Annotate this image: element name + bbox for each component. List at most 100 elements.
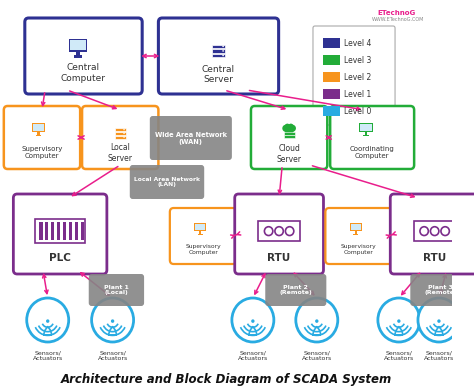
Bar	[322, 72, 340, 82]
FancyBboxPatch shape	[170, 208, 237, 264]
Bar	[75, 222, 78, 240]
Text: RTU: RTU	[267, 254, 291, 263]
Circle shape	[284, 125, 294, 134]
Bar	[212, 45, 225, 48]
Bar	[434, 334, 444, 336]
Text: Sensors/
Actuators: Sensors/ Actuators	[424, 350, 454, 361]
Circle shape	[123, 136, 125, 138]
Circle shape	[283, 125, 289, 132]
Text: Sensors/
Actuators: Sensors/ Actuators	[238, 350, 268, 361]
FancyBboxPatch shape	[390, 194, 474, 274]
FancyBboxPatch shape	[313, 26, 395, 125]
Text: Sensors/
Actuators: Sensors/ Actuators	[98, 350, 128, 361]
Text: Level 3: Level 3	[344, 56, 371, 65]
Bar	[57, 222, 60, 240]
FancyBboxPatch shape	[82, 106, 158, 169]
Bar	[43, 334, 52, 336]
Text: Architecture and Block Diagram of SCADA System: Architecture and Block Diagram of SCADA …	[61, 374, 392, 387]
Text: Plant 1
(Local): Plant 1 (Local)	[104, 285, 129, 296]
Bar	[355, 231, 357, 234]
Bar	[322, 106, 340, 116]
Bar	[353, 234, 358, 235]
Bar	[69, 39, 87, 52]
Bar	[212, 49, 225, 53]
Bar	[195, 224, 205, 230]
Bar	[248, 334, 257, 336]
Bar	[69, 222, 72, 240]
FancyBboxPatch shape	[235, 194, 323, 274]
Bar	[359, 123, 373, 132]
Circle shape	[251, 319, 255, 323]
Bar	[63, 222, 66, 240]
Bar	[198, 234, 203, 235]
Bar	[283, 136, 295, 138]
Circle shape	[111, 319, 114, 323]
Circle shape	[123, 129, 125, 130]
Text: Cloud
Server: Cloud Server	[277, 144, 301, 164]
Circle shape	[296, 298, 338, 342]
Circle shape	[46, 319, 49, 323]
Bar	[74, 55, 82, 58]
Text: Wide Area Network
(WAN): Wide Area Network (WAN)	[155, 131, 227, 145]
Text: WWW.ETechnoG.COM: WWW.ETechnoG.COM	[372, 17, 425, 22]
Text: Level 0: Level 0	[344, 107, 371, 116]
FancyBboxPatch shape	[89, 274, 144, 306]
Bar	[312, 334, 321, 336]
Text: Sensors/
Actuators: Sensors/ Actuators	[301, 350, 332, 361]
Circle shape	[315, 319, 319, 323]
Bar	[350, 223, 362, 231]
Text: Plant 2
(Remote): Plant 2 (Remote)	[280, 285, 312, 296]
Text: Supervisory
Computer: Supervisory Computer	[21, 146, 63, 160]
Bar	[394, 334, 403, 336]
Bar	[45, 222, 48, 240]
Circle shape	[222, 45, 224, 47]
Text: Plant 3
(Remote): Plant 3 (Remote)	[425, 285, 457, 296]
Bar	[414, 221, 456, 241]
Text: Level 4: Level 4	[344, 38, 371, 47]
Bar	[39, 222, 43, 240]
Circle shape	[378, 298, 420, 342]
Text: Level 1: Level 1	[344, 89, 371, 98]
Text: Local
Server: Local Server	[108, 143, 133, 163]
Circle shape	[123, 133, 125, 134]
FancyBboxPatch shape	[4, 106, 80, 169]
Bar	[212, 54, 225, 57]
Bar	[363, 134, 369, 136]
Bar	[76, 52, 80, 56]
Circle shape	[284, 123, 291, 130]
Bar	[35, 220, 85, 243]
Text: Sensors/
Actuators: Sensors/ Actuators	[33, 350, 63, 361]
Bar	[36, 134, 41, 136]
Bar	[51, 222, 55, 240]
Bar	[283, 132, 295, 135]
Circle shape	[289, 125, 296, 132]
FancyBboxPatch shape	[13, 194, 107, 274]
Bar	[365, 132, 367, 135]
Bar	[70, 40, 86, 50]
Bar	[81, 222, 84, 240]
FancyBboxPatch shape	[325, 208, 392, 264]
Bar	[115, 136, 126, 139]
Text: Supervisory
Computer: Supervisory Computer	[341, 244, 377, 255]
Bar	[360, 124, 372, 131]
Text: Central
Server: Central Server	[202, 65, 235, 84]
Circle shape	[288, 123, 294, 130]
FancyBboxPatch shape	[25, 18, 142, 94]
Circle shape	[27, 298, 69, 342]
Bar	[199, 231, 201, 234]
Circle shape	[232, 298, 274, 342]
Text: Supervisory
Computer: Supervisory Computer	[185, 244, 221, 255]
Text: Coordinating
Computer: Coordinating Computer	[350, 146, 394, 160]
Text: Sensors/
Actuators: Sensors/ Actuators	[384, 350, 414, 361]
Circle shape	[418, 298, 460, 342]
Bar	[32, 123, 45, 132]
Bar	[258, 221, 300, 241]
FancyBboxPatch shape	[265, 274, 326, 306]
FancyBboxPatch shape	[158, 18, 279, 94]
Bar	[115, 132, 126, 135]
FancyBboxPatch shape	[150, 116, 232, 160]
Circle shape	[91, 298, 134, 342]
FancyBboxPatch shape	[251, 106, 328, 169]
Text: Local Area Network
(LAN): Local Area Network (LAN)	[134, 177, 200, 187]
Text: RTU: RTU	[423, 254, 447, 263]
